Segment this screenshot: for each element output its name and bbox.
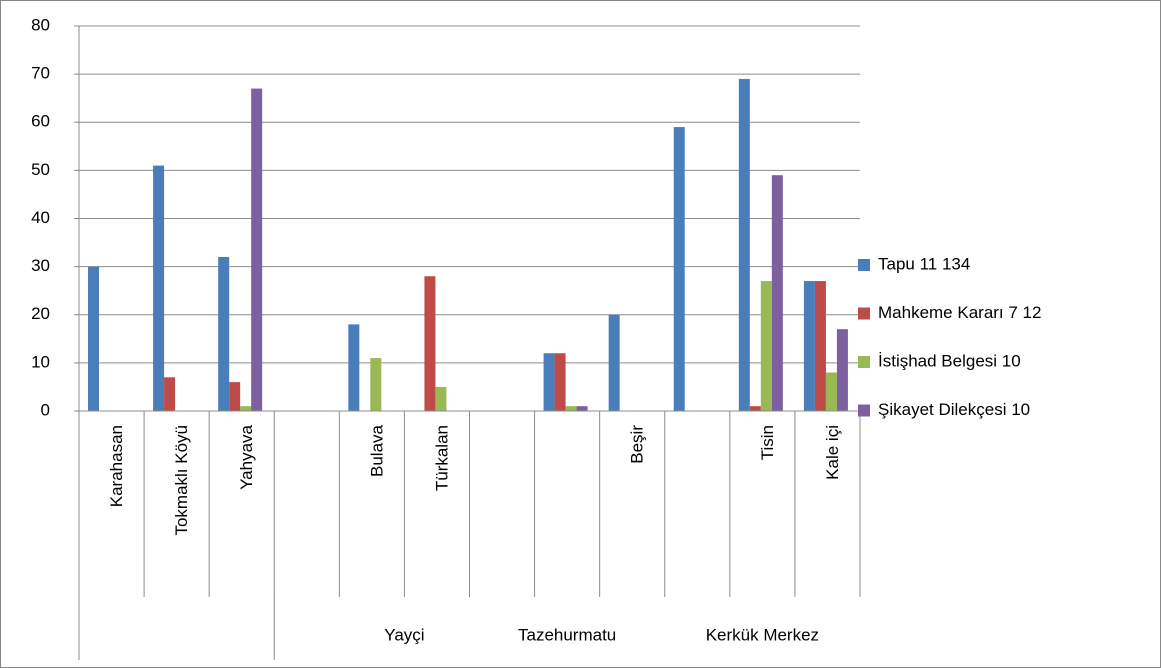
legend-label: Şikayet Dilekçesi 10 [878,400,1030,419]
bar [749,406,761,411]
bar [814,281,826,411]
legend-swatch [858,404,870,417]
x-tick-label: Yahyava [237,424,256,489]
y-tick-label: 10 [31,352,50,371]
y-tick-label: 0 [41,400,50,419]
group-label: Kerkük Merkez [706,625,819,644]
legend-label: Tapu 11 134 [878,254,970,273]
x-tick-label: Bulava [367,424,386,477]
x-tick-label: Tokmaklı Köyü [172,425,191,536]
bar [803,281,815,411]
bar [251,88,263,411]
y-tick-label: 20 [31,304,50,323]
x-tick-label: Türkalan [432,425,451,491]
x-tick-label: Kale içi [823,425,842,480]
y-tick-label: 80 [31,15,50,34]
bar [543,353,555,411]
group-label: Yayçi [384,625,424,644]
bar [153,165,165,411]
bar [771,175,783,411]
bar [348,324,360,411]
bar [424,276,436,411]
bar [370,358,382,411]
y-tick-label: 50 [31,160,50,179]
bar [435,386,447,411]
bar [229,382,241,411]
bar [164,377,176,411]
legend-swatch [858,356,870,368]
y-tick-label: 60 [31,112,50,131]
y-tick-label: 70 [31,64,50,83]
legend-swatch [858,307,870,320]
y-tick-label: 30 [31,256,50,275]
x-tick-label: Tisin [758,425,777,460]
bar [738,78,750,411]
legend-swatch [858,259,870,271]
legend-label: Mahkeme Kararı 7 12 [878,303,1041,322]
bar [240,406,252,411]
bar [673,127,685,411]
bar [760,281,772,411]
bar [565,406,577,411]
x-tick-label: Karahasan [107,425,126,507]
bar [554,353,566,411]
bar [836,329,848,411]
bar [825,372,837,411]
x-tick-label: Beşir [628,425,647,464]
bar [88,266,99,411]
group-label: Tazehurmatu [518,625,616,644]
bar [576,406,588,411]
bar [608,314,620,411]
legend-label: İstişhad Belgesi 10 [878,351,1021,370]
y-tick-label: 40 [31,208,50,227]
bar [218,257,230,411]
